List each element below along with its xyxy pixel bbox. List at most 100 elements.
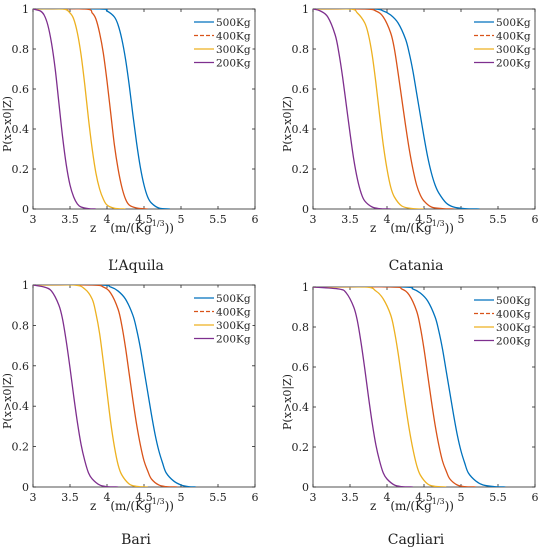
x-tick-label: 3 (30, 213, 37, 226)
y-tick-label: 0.4 (292, 123, 310, 136)
y-tick-label: 0 (22, 481, 29, 494)
y-tick-label: 0.2 (292, 441, 310, 454)
y-tick-label: 0.2 (12, 441, 30, 454)
y-tick-label: 0 (302, 481, 309, 494)
y-tick-label: 0.6 (12, 83, 30, 96)
y-tick-label: 0 (302, 203, 309, 216)
x-axis-label-sup: 1/3 (152, 219, 165, 228)
y-tick-label: 0 (22, 203, 29, 216)
series-line-500kg (313, 9, 480, 209)
legend-label-500kg: 500Kg (496, 17, 531, 29)
y-tick-label: 0.6 (292, 83, 310, 96)
y-axis-label: P(x>x0|Z) (1, 373, 15, 429)
panel-caption: L’Aquila (108, 258, 164, 274)
x-tick-label: 6 (532, 213, 539, 226)
x-tick-label: 3.5 (341, 491, 359, 504)
legend-label-200kg: 200Kg (496, 336, 531, 348)
x-tick-label: 4.5 (415, 491, 433, 504)
panel-cagliari: 3 3.5 4 4.5 5 5.5 6 0 0.2 0.4 0.6 0.8 1 P(x>x0|Z) z (m/… (281, 281, 539, 548)
y-axis-label: P(x>x0|Z) (1, 96, 15, 152)
panel-caption: Bari (121, 532, 151, 548)
y-tick-label: 1 (22, 3, 29, 16)
series-line-500kg (33, 9, 170, 209)
series-line-200kg (33, 9, 96, 209)
x-axis-label-sup: 1/3 (432, 219, 445, 228)
series-line-300kg (33, 285, 148, 487)
x-tick-label: 4.5 (135, 491, 153, 504)
x-axis-label-unit: (m/(Kg (390, 499, 432, 513)
y-tick-label: 0.2 (292, 163, 310, 176)
x-axis-label: z (m/(Kg1/3)) (370, 497, 454, 513)
series-line-200kg (313, 287, 413, 487)
legend-label-300kg: 300Kg (496, 44, 531, 56)
x-tick-label: 6 (532, 491, 539, 504)
legend-label-400kg: 400Kg (216, 307, 251, 319)
x-tick-label: 3 (30, 491, 37, 504)
panel-caption: Catania (389, 258, 444, 274)
x-tick-label: 5.5 (489, 213, 507, 226)
x-tick-label: 5 (178, 213, 185, 226)
series-line-400kg (313, 9, 454, 209)
series-line-200kg (33, 285, 119, 487)
x-axis-label-close: )) (445, 221, 454, 235)
y-tick-label: 0.4 (12, 123, 30, 136)
x-axis-label-unit: (m/(Kg (110, 221, 152, 235)
legend-label-500kg: 500Kg (216, 17, 251, 29)
y-tick-label: 0.2 (12, 163, 30, 176)
y-tick-label: 0.4 (12, 400, 30, 413)
x-tick-label: 5.5 (209, 213, 227, 226)
series-line-500kg (313, 287, 506, 487)
x-axis-label-var: z (370, 221, 376, 235)
x-axis-label-sup: 1/3 (432, 497, 445, 506)
series-line-300kg (313, 9, 425, 209)
x-tick-label: 4.5 (415, 213, 433, 226)
series-line-200kg (313, 9, 391, 209)
series-line-400kg (33, 9, 148, 209)
legend-label-300kg: 300Kg (496, 322, 531, 334)
x-tick-label: 6 (252, 491, 259, 504)
series-line-300kg (313, 287, 447, 487)
x-tick-label: 3.5 (61, 491, 79, 504)
x-tick-label: 4 (104, 213, 111, 226)
x-axis-label-unit: (m/(Kg (390, 221, 432, 235)
x-tick-label: 5.5 (209, 491, 227, 504)
x-axis-label-var: z (90, 221, 96, 235)
panel-catania: 3 3.5 4 4.5 5 5.5 6 0 0.2 0.4 0.6 0.8 1 P(x>x0|Z) z (m/… (281, 3, 539, 274)
y-tick-label: 0.8 (12, 319, 30, 332)
legend-label-300kg: 300Kg (216, 44, 251, 56)
x-axis-label-close: )) (445, 499, 454, 513)
legend-label-200kg: 200Kg (496, 58, 531, 70)
x-tick-label: 5 (458, 491, 465, 504)
x-axis-label: z (m/(Kg1/3)) (90, 219, 174, 235)
y-tick-label: 1 (302, 281, 309, 294)
legend-label-400kg: 400Kg (496, 31, 531, 43)
panel-bari: 3 3.5 4 4.5 5 5.5 6 0 0.2 0.4 0.6 0.8 1 P(x>x0|Z) z (m/… (1, 279, 259, 548)
x-axis-label-close: )) (165, 221, 174, 235)
x-tick-label: 5.5 (489, 491, 507, 504)
x-tick-label: 3.5 (61, 213, 79, 226)
x-tick-label: 4 (384, 491, 391, 504)
y-axis-label: P(x>x0|Z) (281, 374, 295, 430)
x-tick-label: 4.5 (135, 213, 153, 226)
y-tick-label: 0.8 (12, 43, 30, 56)
panel-caption: Cagliari (388, 532, 445, 548)
x-tick-label: 3 (310, 491, 317, 504)
y-tick-label: 0.8 (292, 321, 310, 334)
x-tick-label: 5 (178, 491, 185, 504)
x-tick-label: 4 (104, 491, 111, 504)
legend-label-500kg: 500Kg (216, 293, 251, 305)
series-line-300kg (33, 9, 126, 209)
x-axis-label-var: z (370, 499, 376, 513)
x-axis-label: z (m/(Kg1/3)) (90, 497, 174, 513)
x-axis-label-close: )) (165, 499, 174, 513)
y-tick-label: 0.4 (292, 401, 310, 414)
y-tick-label: 1 (302, 3, 309, 16)
x-axis-label-unit: (m/(Kg (110, 499, 152, 513)
legend-label-200kg: 200Kg (216, 334, 251, 346)
x-tick-label: 5 (458, 213, 465, 226)
x-tick-label: 3 (310, 213, 317, 226)
y-axis-label: P(x>x0|Z) (281, 96, 295, 152)
series-line-500kg (33, 285, 196, 487)
x-tick-label: 4 (384, 213, 391, 226)
